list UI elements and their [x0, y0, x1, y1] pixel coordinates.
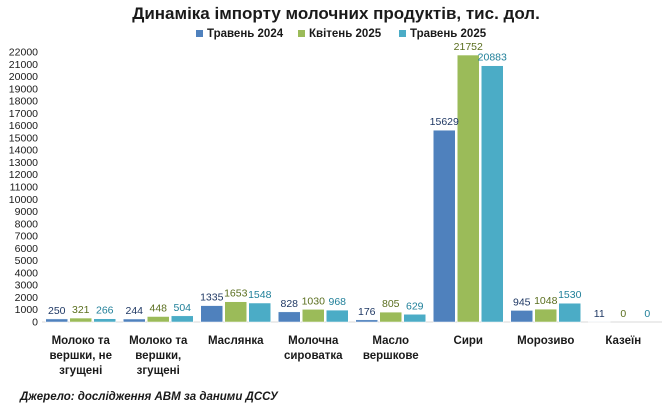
y-tick-label: 10000: [9, 194, 38, 206]
bar: [433, 129, 456, 323]
category-label: Масло вершкове: [363, 335, 419, 362]
y-tick-label: 19000: [9, 83, 38, 95]
bar: [123, 318, 146, 323]
data-label: 1548: [248, 289, 272, 301]
source-note: Джерело: дослідження АВМ за даними ДССУ: [19, 391, 279, 403]
x-axis: Молоко та вершки, не згущені Молоко та вершк…: [50, 335, 642, 377]
bar: [278, 311, 301, 323]
bar: [355, 319, 378, 323]
y-tick-label: 22000: [9, 47, 38, 59]
y-tick-label: 12000: [9, 169, 38, 181]
data-label: 945: [513, 296, 531, 308]
y-tick-label: 9000: [15, 206, 39, 218]
bar: [534, 308, 557, 323]
legend-label: Квітень 2025: [309, 28, 382, 40]
bar: [200, 305, 223, 323]
chart-title: Динаміка імпорту молочних продуктів, тис…: [132, 4, 540, 23]
category-label: Молочна сироватка: [284, 335, 343, 362]
data-label: 244: [125, 305, 143, 317]
data-label: 15629: [430, 116, 459, 128]
bar: [379, 311, 402, 323]
legend-swatch: [399, 30, 406, 37]
data-label: 176: [358, 306, 376, 318]
y-tick-label: 8000: [15, 218, 39, 230]
data-label: 805: [382, 298, 400, 310]
category-label: Морозиво: [517, 335, 574, 347]
bar: [302, 309, 325, 323]
data-label: 629: [406, 300, 424, 312]
data-label: 968: [328, 296, 346, 308]
y-tick-label: 13000: [9, 157, 38, 169]
y-tick-label: 16000: [9, 120, 38, 132]
y-tick-label: 3000: [15, 280, 39, 292]
y-tick-label: 20000: [9, 71, 38, 83]
y-tick-label: 0: [32, 317, 38, 329]
bar: [457, 54, 480, 323]
y-tick-label: 11000: [10, 182, 39, 194]
y-tick-label: 17000: [9, 108, 38, 120]
legend: Травень 2024 Квітень 2025 Травень 2025: [196, 28, 487, 40]
category-label: Молоко та вершки, згущені: [129, 335, 188, 377]
data-label: 1530: [558, 289, 582, 301]
data-label: 1048: [534, 295, 558, 307]
category-label: Маслянка: [208, 335, 264, 347]
data-labels: 250 321 266 244 448 504 1335 1653 1548 828 1030 968…: [48, 41, 650, 320]
y-tick-label: 4000: [15, 267, 39, 279]
legend-swatch: [196, 30, 203, 37]
y-tick-label: 5000: [15, 255, 39, 267]
y-tick-label: 1000: [15, 304, 39, 316]
data-label: 504: [173, 302, 191, 314]
data-label: 448: [149, 303, 167, 315]
category-label: Сири: [454, 335, 483, 347]
y-tick-label: 14000: [9, 145, 38, 157]
data-label: 266: [96, 305, 114, 317]
legend-swatch: [298, 30, 305, 37]
y-tick-label: 21000: [9, 59, 38, 71]
data-label: 1030: [302, 295, 326, 307]
y-tick-label: 18000: [9, 96, 38, 108]
bar: [147, 316, 170, 323]
y-axis: 0100020003000400050006000700080009000100…: [9, 47, 662, 329]
bar: [481, 65, 504, 323]
legend-label: Травень 2024: [207, 28, 284, 40]
data-label: 20883: [478, 52, 507, 64]
bar: [326, 309, 349, 323]
data-label: 321: [72, 304, 90, 316]
legend-label: Травень 2025: [410, 28, 487, 40]
bar: [69, 317, 92, 323]
bar: [403, 314, 426, 323]
data-label: 0: [620, 308, 626, 320]
bar: [93, 318, 116, 323]
bar: [510, 310, 533, 323]
bars: [45, 54, 611, 323]
y-tick-label: 7000: [15, 231, 39, 243]
data-label: 21752: [454, 41, 483, 53]
data-label: 1653: [224, 288, 248, 300]
y-tick-label: 6000: [15, 243, 39, 255]
category-label: Казеїн: [605, 335, 641, 347]
data-label: 1335: [200, 292, 224, 304]
category-label: Молоко та вершки, не згущені: [50, 335, 112, 377]
data-label: 250: [48, 305, 66, 317]
bar: [224, 301, 247, 323]
data-label: 11: [594, 308, 605, 320]
bar: [171, 315, 194, 323]
y-tick-label: 15000: [9, 132, 38, 144]
data-label: 828: [280, 298, 298, 310]
bar: [45, 318, 68, 323]
y-tick-label: 2000: [15, 292, 39, 304]
bar: [558, 302, 581, 323]
bar: [248, 302, 271, 323]
data-label: 0: [644, 308, 650, 320]
